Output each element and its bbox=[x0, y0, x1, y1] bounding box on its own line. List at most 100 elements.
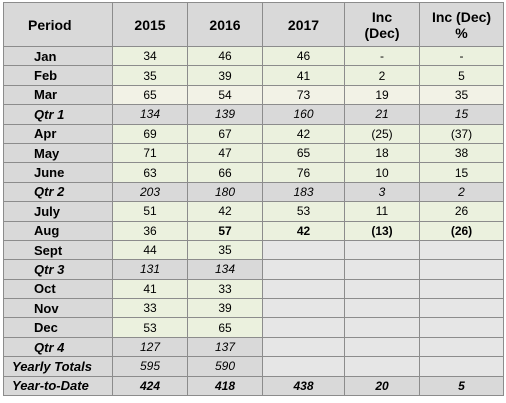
value-cell: 42 bbox=[187, 201, 263, 222]
period-cell: Qtr 2 bbox=[3, 181, 113, 203]
table-row: Feb 35 39 41 2 5 bbox=[3, 65, 504, 86]
table-row: Year-to-Date 424 418 438 20 5 bbox=[3, 375, 504, 397]
value-cell: 42 bbox=[262, 220, 345, 241]
empty-cell bbox=[262, 259, 345, 280]
value-cell: 2 bbox=[344, 65, 420, 86]
value-cell: 33 bbox=[112, 298, 188, 319]
empty-cell bbox=[344, 317, 420, 338]
header-cell: 2017 bbox=[262, 2, 345, 47]
value-cell: 67 bbox=[187, 123, 263, 144]
value-cell: 36 bbox=[112, 220, 188, 241]
value-cell: 44 bbox=[112, 239, 188, 261]
table-body: Jan 34 46 46- - Feb 35 39 41 2 5 Mar 65 54 73 19 35 Qtr 1… bbox=[3, 45, 504, 397]
period-cell: Qtr 4 bbox=[3, 336, 113, 358]
period-cell: Nov bbox=[3, 298, 113, 319]
header-cell: Inc (Dec) % bbox=[419, 2, 504, 47]
empty-cell bbox=[419, 317, 504, 338]
value-cell: 180 bbox=[187, 181, 263, 203]
value-cell: 424 bbox=[112, 375, 188, 397]
table-row: Sept 44 35 bbox=[3, 239, 504, 261]
value-cell: 26 bbox=[419, 201, 504, 222]
value-cell: 15 bbox=[419, 104, 504, 125]
empty-cell bbox=[419, 259, 504, 280]
value-cell: 38 bbox=[419, 142, 504, 164]
table-row: Oct 41 33 bbox=[3, 278, 504, 300]
value-cell: 5 bbox=[419, 375, 504, 397]
value-cell: 10 bbox=[344, 162, 420, 183]
value-cell: 20 bbox=[344, 375, 420, 397]
value-cell: 33 bbox=[187, 278, 263, 300]
header-cell: Inc (Dec) bbox=[344, 2, 420, 47]
empty-cell bbox=[262, 298, 345, 319]
empty-cell bbox=[344, 298, 420, 319]
value-cell: 5 bbox=[419, 65, 504, 86]
value-cell: 47 bbox=[187, 142, 263, 164]
value-cell: (25) bbox=[344, 123, 420, 144]
value-cell: 53 bbox=[262, 201, 345, 222]
empty-cell bbox=[344, 336, 420, 358]
empty-cell bbox=[344, 278, 420, 300]
empty-cell bbox=[262, 317, 345, 338]
value-cell: 46 bbox=[262, 45, 345, 67]
period-cell: July bbox=[3, 201, 113, 222]
header-cell: 2015 bbox=[112, 2, 188, 47]
table-row: Dec 53 65 bbox=[3, 317, 504, 338]
period-cell: Oct bbox=[3, 278, 113, 300]
value-cell: 3 bbox=[344, 181, 420, 203]
value-cell: 35 bbox=[419, 84, 504, 106]
value-cell: 11 bbox=[344, 201, 420, 222]
period-cell: Year-to-Date bbox=[3, 375, 113, 397]
empty-cell bbox=[262, 239, 345, 261]
value-cell: 35 bbox=[112, 65, 188, 86]
period-cell: Sept bbox=[3, 239, 113, 261]
value-cell: 53 bbox=[112, 317, 188, 338]
empty-cell bbox=[419, 278, 504, 300]
table-row: Qtr 2 203 180 183 3 2 bbox=[3, 181, 504, 203]
value-cell: 76 bbox=[262, 162, 345, 183]
value-cell: 183 bbox=[262, 181, 345, 203]
empty-cell bbox=[344, 356, 420, 377]
empty-cell bbox=[262, 336, 345, 358]
value-cell: 65 bbox=[187, 317, 263, 338]
period-cell: Jan bbox=[3, 45, 113, 67]
value-cell: 46 bbox=[187, 45, 263, 67]
value-cell: (26) bbox=[419, 220, 504, 241]
value-cell: 438 bbox=[262, 375, 345, 397]
value-cell: 65 bbox=[112, 84, 188, 106]
value-cell: 18 bbox=[344, 142, 420, 164]
value-cell: 19 bbox=[344, 84, 420, 106]
value-cell: 203 bbox=[112, 181, 188, 203]
empty-cell bbox=[262, 278, 345, 300]
header-row: Period 2015 2016 2017 Inc (Dec) Inc (Dec) % bbox=[3, 2, 504, 47]
value-cell: 139 bbox=[187, 104, 263, 125]
period-cell: Yearly Totals bbox=[3, 356, 113, 377]
value-cell: 66 bbox=[187, 162, 263, 183]
value-cell: 69 bbox=[112, 123, 188, 144]
table-row: Nov 33 39 bbox=[3, 298, 504, 319]
value-cell: 418 bbox=[187, 375, 263, 397]
value-cell: 39 bbox=[187, 65, 263, 86]
period-cell: May bbox=[3, 142, 113, 164]
value-cell: 35 bbox=[187, 239, 263, 261]
table-row: Aug 36 57 42 (13) (26) bbox=[3, 220, 504, 241]
table-row: Jan 34 46 46- - bbox=[3, 45, 504, 67]
value-cell: 21 bbox=[344, 104, 420, 125]
table-row: Qtr 1 134 139 160 21 15 bbox=[3, 104, 504, 125]
value-cell: 73 bbox=[262, 84, 345, 106]
value-cell: 51 bbox=[112, 201, 188, 222]
value-cell: 590 bbox=[187, 356, 263, 377]
table-row: June 63 66 76 10 15 bbox=[3, 162, 504, 183]
value-cell: 42 bbox=[262, 123, 345, 144]
period-cell: June bbox=[3, 162, 113, 183]
period-cell: Feb bbox=[3, 65, 113, 86]
value-cell: 2 bbox=[419, 181, 504, 203]
value-cell: 34 bbox=[112, 45, 188, 67]
table-row: Yearly Totals 595 590 bbox=[3, 356, 504, 377]
table-row: Qtr 3 131 134 bbox=[3, 259, 504, 280]
empty-cell bbox=[419, 298, 504, 319]
empty-cell bbox=[344, 259, 420, 280]
value-cell: 41 bbox=[262, 65, 345, 86]
period-cell: Dec bbox=[3, 317, 113, 338]
value-cell: 41 bbox=[112, 278, 188, 300]
